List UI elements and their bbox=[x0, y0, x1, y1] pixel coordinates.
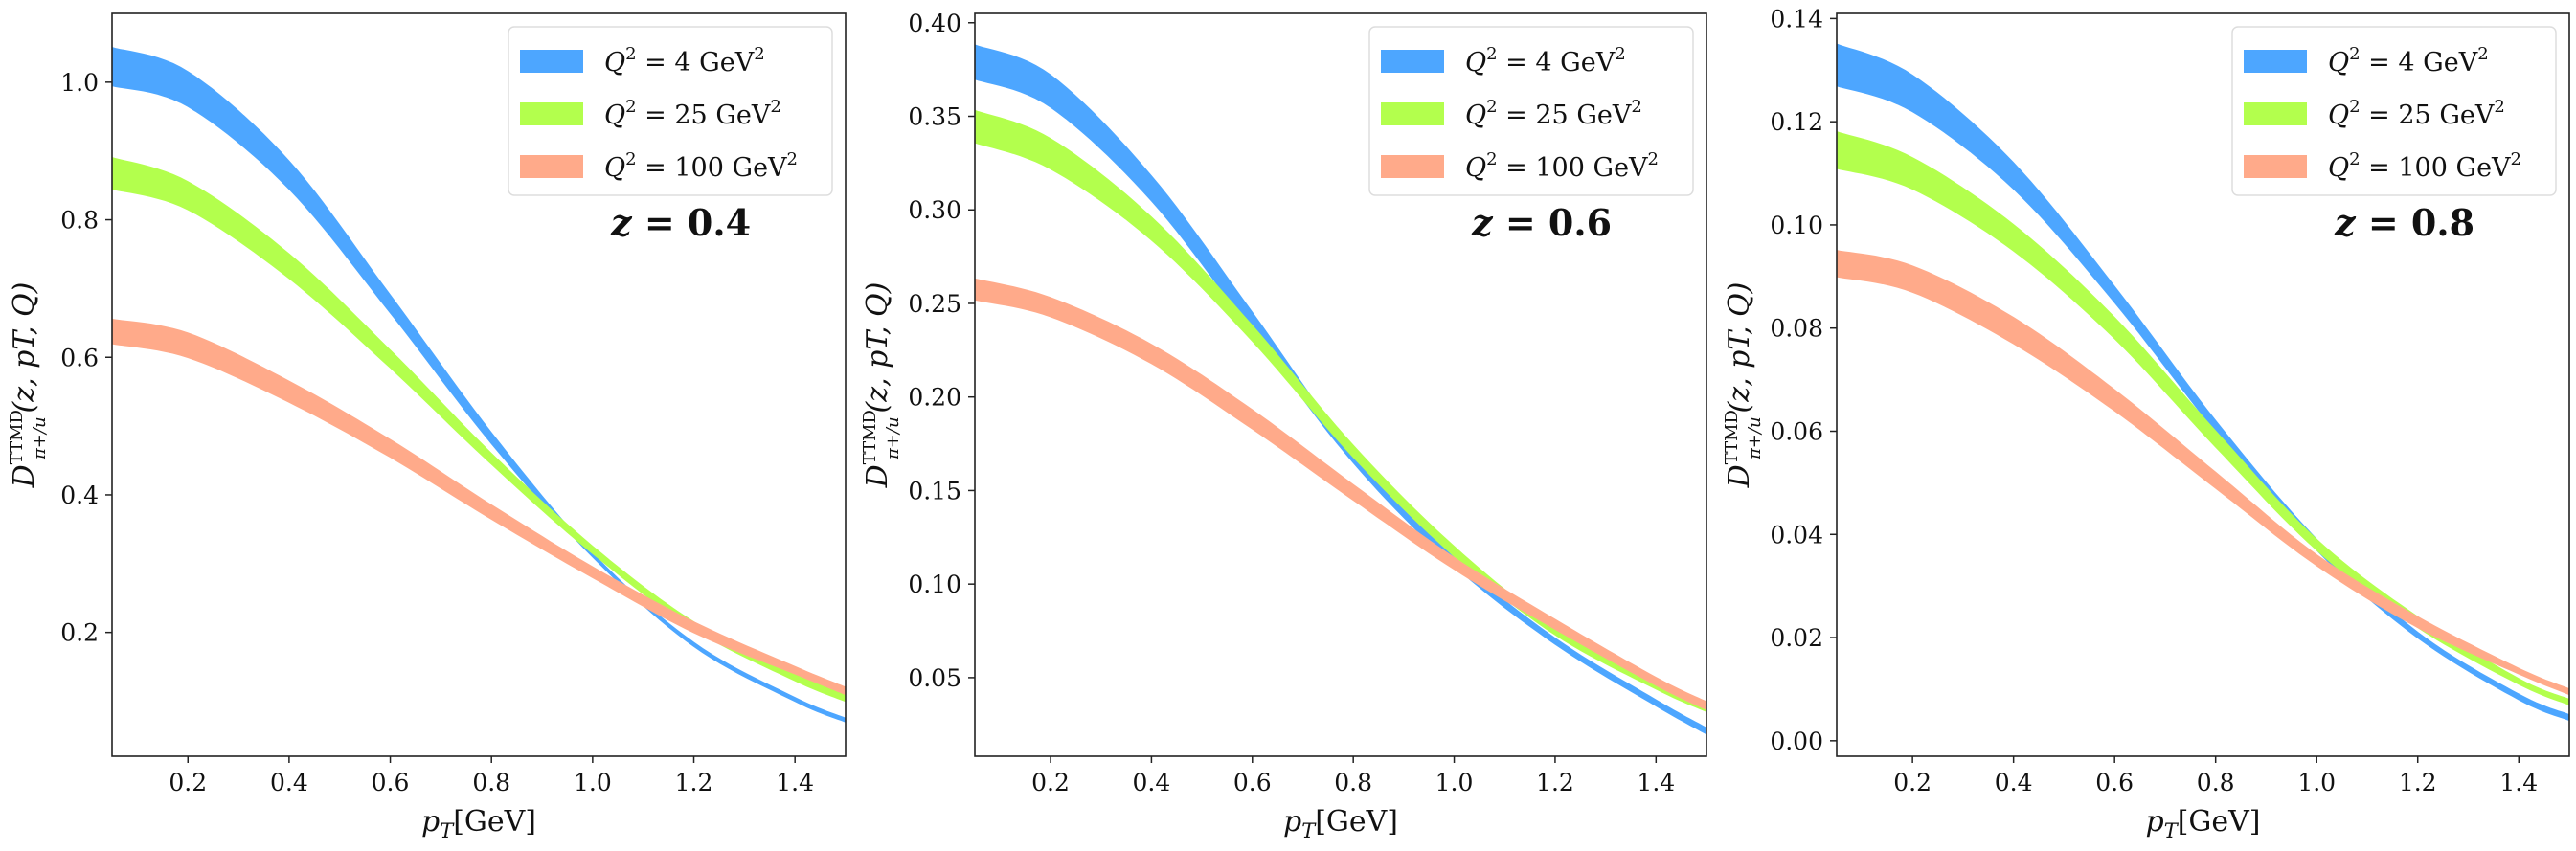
x-tick-label: 0.2 bbox=[169, 769, 207, 796]
band-series-1 bbox=[1837, 43, 2569, 722]
z-annotation: z = 0.4 bbox=[610, 201, 751, 244]
y-axis-label: DTTMD π+/u(z, pT, Q) bbox=[7, 282, 50, 489]
legend-swatch-2 bbox=[520, 102, 583, 125]
x-tick-label: 0.2 bbox=[1031, 769, 1070, 796]
legend: Q2 = 4 GeV2 Q2 = 25 GeV2 Q2 = 100 GeV2 bbox=[1368, 26, 1694, 196]
legend-box bbox=[508, 26, 833, 196]
legend-swatch-2 bbox=[2244, 102, 2307, 125]
x-tick-label: 0.8 bbox=[2197, 769, 2235, 796]
legend-swatch-3 bbox=[1381, 155, 1444, 178]
x-tick-label: 1.4 bbox=[1637, 769, 1675, 796]
chart-panel-1: 0.2 0.4 0.6 0.8 1.0 1.2 1.4 0.2 0.4 0.6 0.8 1.0 pT[G… bbox=[7, 12, 847, 842]
x-tick-label: 0.8 bbox=[472, 769, 510, 796]
legend: Q2 = 4 GeV2 Q2 = 25 GeV2 Q2 = 100 GeV2 bbox=[2231, 26, 2557, 196]
chart-panel-2: 0.2 0.4 0.6 0.8 1.0 1.2 1.4 0.05 0.10 0.15 0.20 0.2… bbox=[860, 10, 1707, 842]
legend-swatch-3 bbox=[2244, 155, 2307, 178]
band-series-3 bbox=[1837, 250, 2569, 696]
band-series-2 bbox=[1837, 131, 2569, 705]
legend-entry-2: Q2 = 25 GeV2 bbox=[604, 97, 781, 130]
x-tick-label: 1.4 bbox=[2499, 769, 2538, 796]
x-axis-label: pT[GeV] bbox=[421, 805, 536, 842]
x-tick-label: 1.0 bbox=[574, 769, 612, 796]
y-tick-label: 0.02 bbox=[1770, 624, 1823, 652]
legend-swatch-3 bbox=[520, 155, 583, 178]
y-tick-label: 0.4 bbox=[60, 481, 99, 509]
y-tick-label: 1.0 bbox=[60, 69, 99, 97]
y-tick-label: 0.10 bbox=[908, 571, 961, 598]
x-tick-label: 0.8 bbox=[1334, 769, 1372, 796]
legend-entry-2: Q2 = 25 GeV2 bbox=[2328, 97, 2505, 130]
legend-swatch-1 bbox=[520, 50, 583, 73]
y-tick-label: 0.35 bbox=[908, 103, 961, 131]
legend-box bbox=[2231, 26, 2557, 196]
legend-entry-1: Q2 = 4 GeV2 bbox=[604, 44, 765, 78]
y-tick-label: 0.25 bbox=[908, 290, 961, 318]
legend-swatch-1 bbox=[2244, 50, 2307, 73]
legend-swatch-1 bbox=[1381, 50, 1444, 73]
z-annotation: z = 0.6 bbox=[1471, 201, 1612, 244]
y-tick-label: 0.14 bbox=[1770, 5, 1823, 33]
y-tick-label: 0.04 bbox=[1770, 521, 1823, 549]
x-tick-label: 1.2 bbox=[2399, 769, 2437, 796]
legend-entry-2: Q2 = 25 GeV2 bbox=[1465, 97, 1642, 130]
y-tick-label: 0.10 bbox=[1770, 212, 1823, 239]
legend-entry-3: Q2 = 100 GeV2 bbox=[604, 149, 798, 183]
band-series-3 bbox=[975, 278, 1706, 710]
legend-entry-1: Q2 = 4 GeV2 bbox=[2328, 44, 2489, 78]
x-axis-label: pT[GeV] bbox=[1283, 805, 1398, 842]
y-tick-label: 0.30 bbox=[908, 196, 961, 224]
x-tick-label: 0.6 bbox=[372, 769, 410, 796]
y-tick-label: 0.00 bbox=[1770, 728, 1823, 755]
band-series-1 bbox=[975, 44, 1706, 735]
y-tick-label: 0.40 bbox=[908, 10, 961, 37]
y-axis-label: DTTMD π+/u(z, pT, Q) bbox=[860, 282, 903, 489]
band-series-3 bbox=[112, 318, 846, 696]
legend-swatch-2 bbox=[1381, 102, 1444, 125]
x-tick-label: 1.4 bbox=[776, 769, 814, 796]
legend: Q2 = 4 GeV2 Q2 = 25 GeV2 Q2 = 100 GeV2 bbox=[508, 26, 833, 196]
x-tick-label: 0.4 bbox=[270, 769, 308, 796]
x-tick-label: 1.2 bbox=[1536, 769, 1574, 796]
band-series-1 bbox=[112, 47, 846, 723]
x-tick-label: 1.2 bbox=[675, 769, 713, 796]
y-tick-label: 0.8 bbox=[60, 207, 99, 235]
y-tick-label: 0.08 bbox=[1770, 315, 1823, 343]
legend-box bbox=[1368, 26, 1694, 196]
y-tick-label: 0.06 bbox=[1770, 418, 1823, 446]
y-tick-label: 0.20 bbox=[908, 384, 961, 412]
axes-frame bbox=[974, 12, 1707, 757]
y-tick-label: 0.05 bbox=[908, 664, 961, 692]
axes-frame bbox=[1836, 12, 2570, 757]
x-tick-label: 0.4 bbox=[1133, 769, 1171, 796]
x-tick-label: 0.6 bbox=[1233, 769, 1272, 796]
x-tick-label: 0.4 bbox=[1995, 769, 2033, 796]
x-tick-label: 0.2 bbox=[1893, 769, 1932, 796]
axes-frame bbox=[111, 12, 847, 757]
x-axis-label: pT[GeV] bbox=[2145, 805, 2260, 842]
legend-entry-3: Q2 = 100 GeV2 bbox=[1465, 149, 1659, 183]
band-series-2 bbox=[975, 109, 1706, 712]
x-tick-label: 1.0 bbox=[1435, 769, 1474, 796]
legend-entry-1: Q2 = 4 GeV2 bbox=[1465, 44, 1626, 78]
chart-panel-3: 0.2 0.4 0.6 0.8 1.0 1.2 1.4 0.00 0.02 0.04 0.06 0.0… bbox=[1722, 5, 2570, 842]
y-tick-label: 0.2 bbox=[60, 619, 99, 647]
y-tick-label: 0.15 bbox=[908, 477, 961, 504]
y-tick-label: 0.12 bbox=[1770, 108, 1823, 136]
z-annotation: z = 0.8 bbox=[2334, 201, 2474, 244]
x-tick-label: 0.6 bbox=[2095, 769, 2134, 796]
y-tick-label: 0.6 bbox=[60, 344, 99, 371]
legend-entry-3: Q2 = 100 GeV2 bbox=[2328, 149, 2521, 183]
y-axis-label: DTTMD π+/u(z, pT, Q) bbox=[1722, 282, 1765, 489]
band-series-2 bbox=[112, 157, 846, 703]
x-tick-label: 1.0 bbox=[2297, 769, 2336, 796]
